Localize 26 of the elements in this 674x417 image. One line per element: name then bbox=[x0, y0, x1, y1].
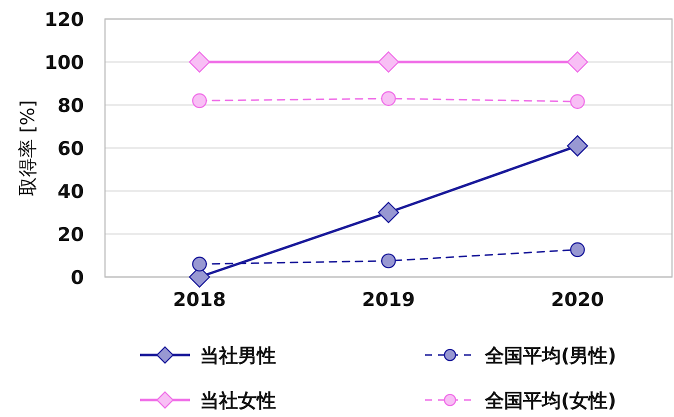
y-tick-label: 120 bbox=[44, 9, 84, 31]
point bbox=[566, 135, 588, 156]
legend-label: 当社男性 bbox=[200, 345, 276, 367]
y-axis-title: 取得率 [%] bbox=[17, 100, 39, 196]
legend-label: 全国平均(男性) bbox=[484, 345, 616, 367]
y-tick-label: 60 bbox=[58, 138, 84, 160]
y-tick-label: 100 bbox=[44, 52, 84, 74]
legend-label: 全国平均(女性) bbox=[484, 390, 616, 412]
point bbox=[570, 94, 585, 109]
y-tick-label: 40 bbox=[58, 181, 84, 203]
point bbox=[378, 202, 400, 224]
y-tick-label: 80 bbox=[58, 95, 84, 117]
point bbox=[188, 51, 210, 73]
x-tick-label: 2020 bbox=[551, 289, 604, 311]
point bbox=[378, 51, 400, 73]
point bbox=[192, 93, 207, 108]
point bbox=[192, 256, 207, 272]
y-tick-label: 0 bbox=[70, 267, 84, 289]
point bbox=[570, 242, 585, 258]
x-tick-label: 2019 bbox=[362, 289, 415, 311]
legend-label: 当社女性 bbox=[200, 390, 276, 412]
point bbox=[381, 91, 396, 106]
point bbox=[566, 51, 588, 73]
x-tick-label: 2018 bbox=[173, 289, 226, 311]
point bbox=[381, 253, 396, 268]
y-tick-label: 20 bbox=[58, 224, 84, 246]
